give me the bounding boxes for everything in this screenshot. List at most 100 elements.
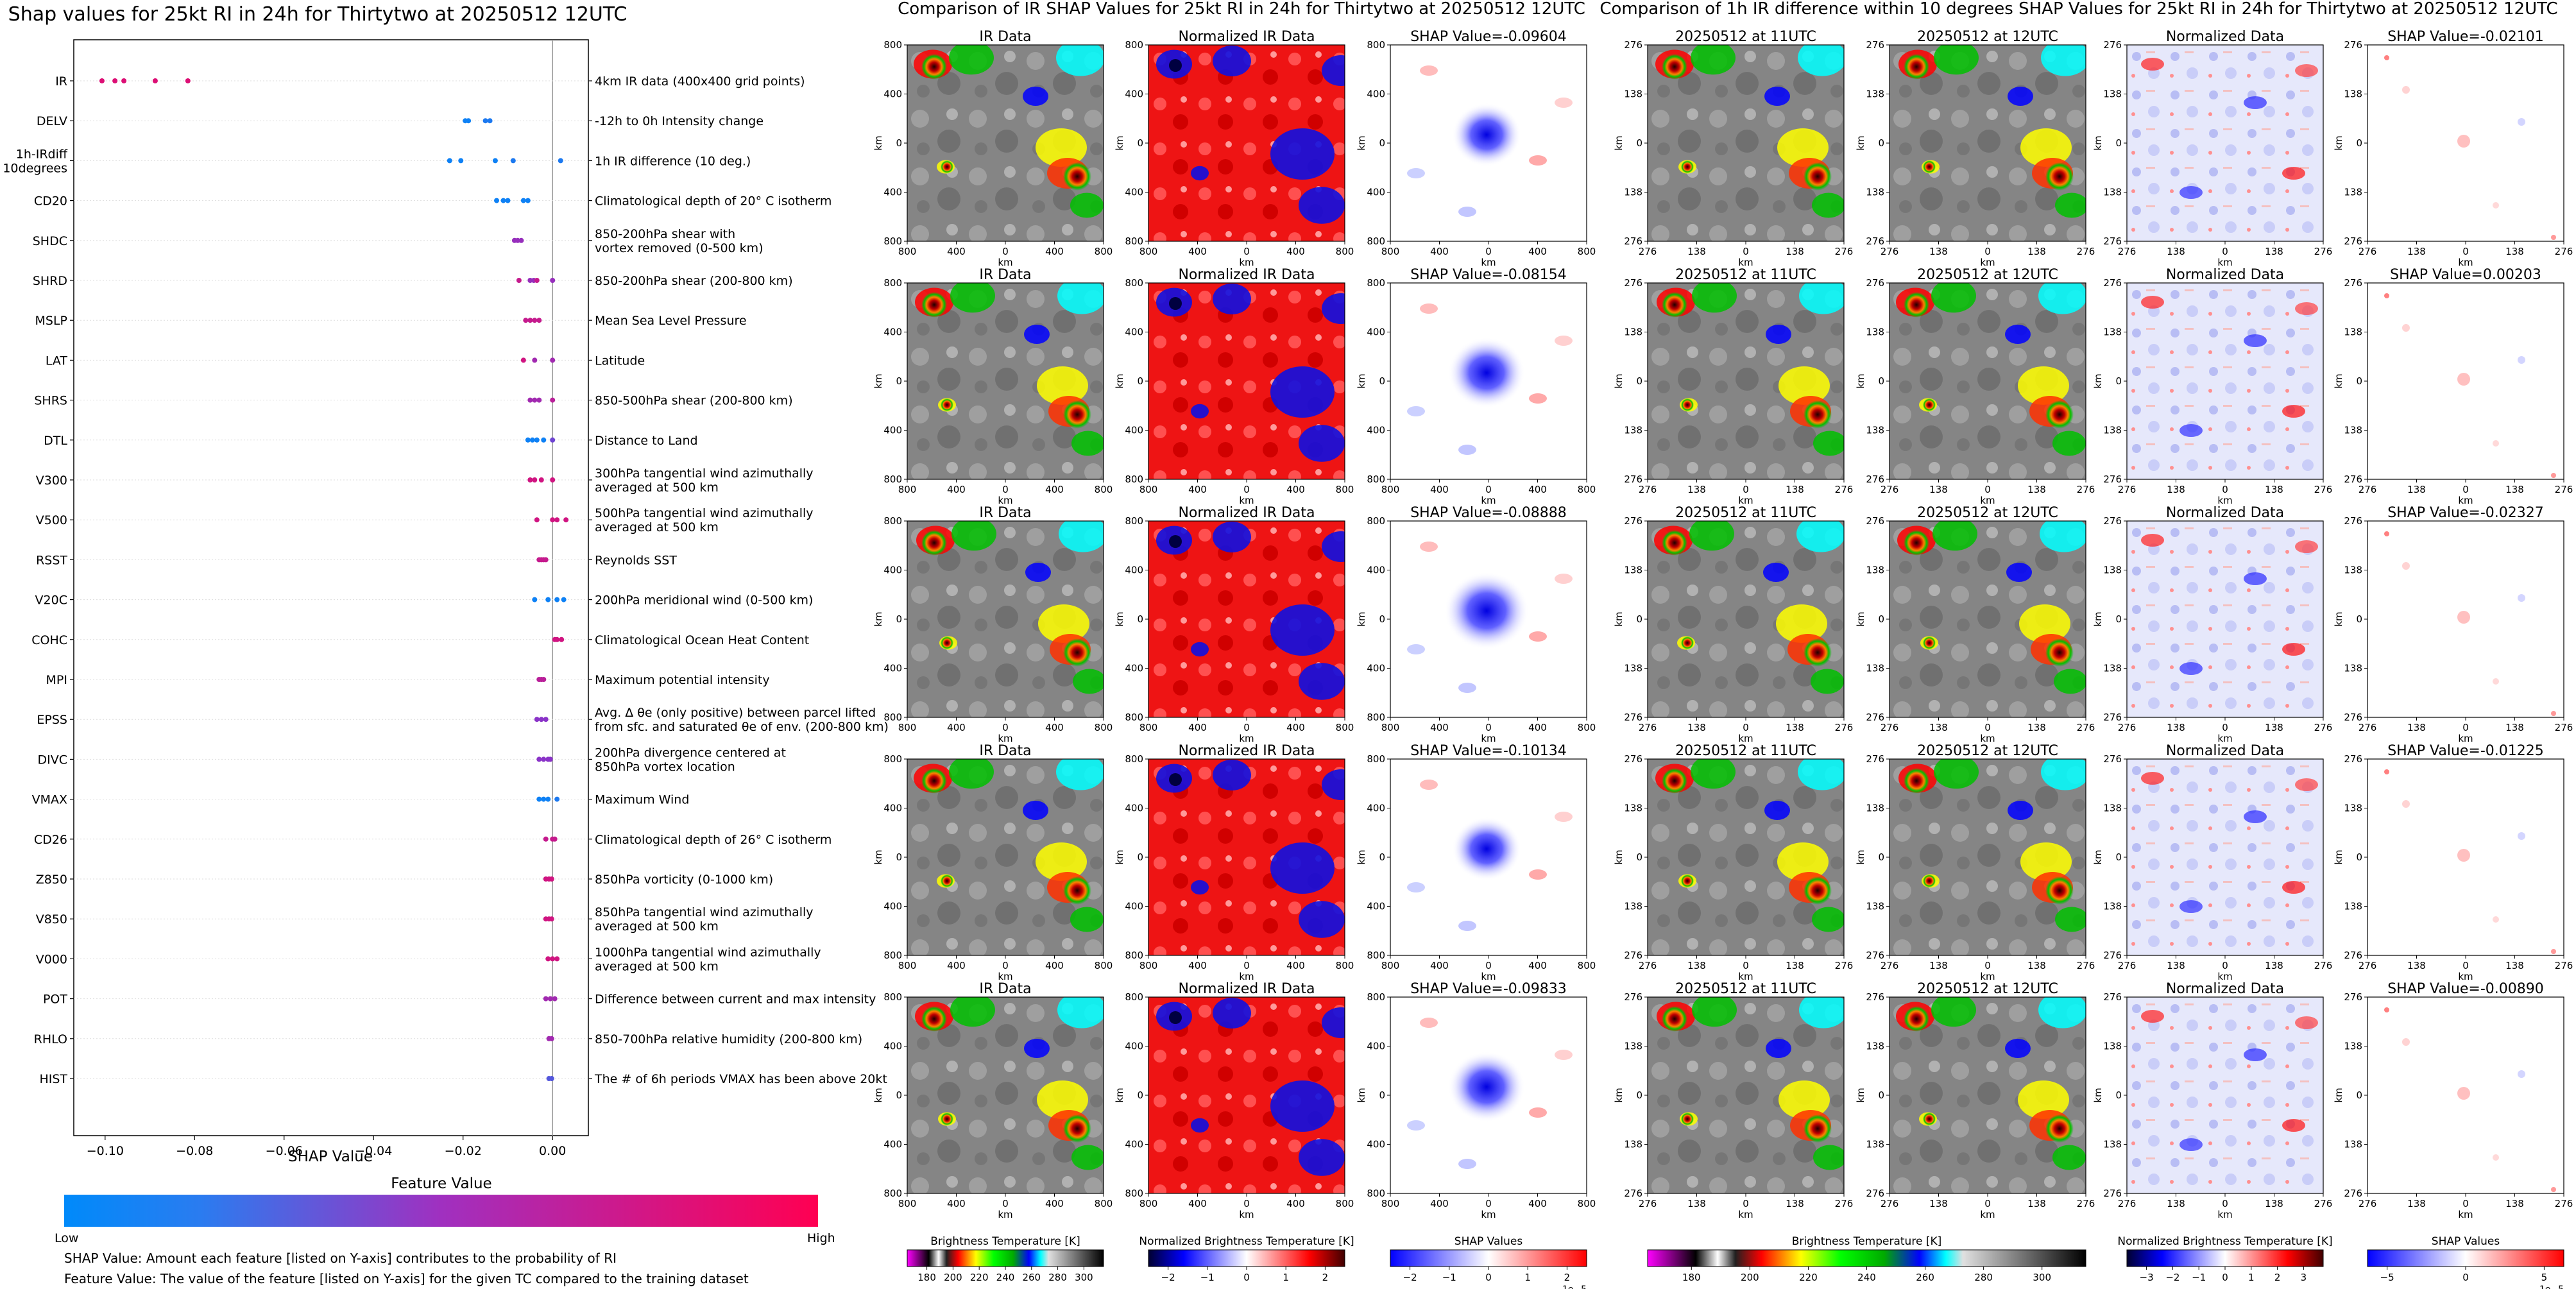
x-tick-label: 138 xyxy=(2027,722,2046,733)
feature-label-cd20: CD20 xyxy=(34,194,67,209)
shap-point xyxy=(527,318,533,323)
x-tick-label: −0.04 xyxy=(355,1144,392,1158)
x-tick-label: 400 xyxy=(1430,246,1449,257)
irdiff-normalized-panel: Normalized Data2762761381380013813827627… xyxy=(2092,981,2332,1220)
feature-label-v300: V300 xyxy=(36,474,67,488)
y-tick-label: 800 xyxy=(1125,712,1143,723)
x-tick-label: 400 xyxy=(1528,484,1547,495)
y-axis-label: km xyxy=(1855,135,1866,150)
x-tick-label: 0 xyxy=(1743,1198,1749,1209)
y-tick-label: 400 xyxy=(1367,187,1385,198)
y-tick-label: 276 xyxy=(1866,474,1884,485)
y-tick-label: 138 xyxy=(1624,1139,1642,1150)
irdiff-comparison-panel: Comparison of 1h IR difference within 10… xyxy=(1599,0,2573,1289)
x-tick-label: 800 xyxy=(1578,722,1596,733)
shap-point xyxy=(458,158,464,164)
y-axis-label: km xyxy=(1855,611,1866,626)
y-tick-label: 138 xyxy=(1624,89,1642,100)
y-axis-label: km xyxy=(1114,373,1125,388)
y-tick-label: 400 xyxy=(1367,89,1385,100)
y-axis-label: km xyxy=(1613,611,1625,626)
feature-label-1h-irdiff-10degrees: 1h-IRdiff 10degrees xyxy=(3,147,68,175)
x-tick-label: 276 xyxy=(1639,484,1657,495)
x-axis-label: km xyxy=(2217,1209,2232,1220)
x-tick-label: 276 xyxy=(1835,722,1854,733)
y-axis-label: km xyxy=(873,611,884,626)
y-tick-label: 800 xyxy=(1125,39,1143,51)
shap-point xyxy=(447,158,452,164)
y-tick-label: 800 xyxy=(883,474,902,485)
shap-point xyxy=(558,158,563,164)
irdiff-11utc-panel: 20250512 at 11UTC27627613813800138138276… xyxy=(1613,743,1853,982)
feature-label-pot: POT xyxy=(43,993,67,1007)
panel-title: 20250512 at 12UTC xyxy=(1917,267,2058,283)
feature-high-label: High xyxy=(807,1231,835,1245)
shap-point xyxy=(534,517,540,523)
y-tick-label: 138 xyxy=(2344,663,2362,674)
y-tick-label: 0 xyxy=(1636,613,1642,625)
colorbar-exponent: 1e−5 xyxy=(1562,1285,1587,1289)
x-tick-label: 276 xyxy=(2358,484,2377,495)
panel-title: 20250512 at 12UTC xyxy=(1917,981,2058,997)
y-tick-label: 0 xyxy=(2356,137,2362,149)
y-tick-label: 276 xyxy=(2103,39,2122,51)
panel-title: IR Data xyxy=(979,505,1031,521)
shap-point xyxy=(527,278,533,283)
x-tick-label: 0 xyxy=(2222,960,2228,971)
feature-label-delv: DELV xyxy=(37,114,67,128)
shap-point xyxy=(547,756,553,762)
y-tick-label: 400 xyxy=(883,1139,902,1150)
x-tick-label: 276 xyxy=(2314,722,2333,733)
y-tick-label: 800 xyxy=(883,235,902,247)
colorbar-tick-label: 280 xyxy=(1048,1272,1067,1283)
x-axis-label: km xyxy=(1980,733,1995,744)
x-tick-label: 138 xyxy=(2505,246,2524,257)
x-tick-label: 276 xyxy=(1881,246,1899,257)
y-tick-label: 400 xyxy=(1125,1139,1143,1150)
y-axis-label: km xyxy=(1356,135,1367,150)
y-tick-label: 400 xyxy=(883,89,902,100)
colorbar-tick-label: 280 xyxy=(1974,1272,1993,1283)
shap-point xyxy=(520,357,526,363)
shap-point xyxy=(534,437,540,443)
panel-title: 20250512 at 11UTC xyxy=(1675,743,1816,759)
x-tick-label: 138 xyxy=(2505,960,2524,971)
y-tick-label: 0 xyxy=(896,1089,902,1101)
y-tick-label: 0 xyxy=(1137,137,1143,149)
ir-shap-panel: SHAP Value=-0.09833800800400400004004008… xyxy=(1356,981,1596,1220)
shap-point xyxy=(525,198,531,203)
x-tick-label: 138 xyxy=(1687,960,1706,971)
x-tick-label: 276 xyxy=(2314,1198,2333,1209)
y-tick-label: 400 xyxy=(1125,327,1143,338)
y-tick-label: 0 xyxy=(896,137,902,149)
shap-point xyxy=(543,836,549,842)
y-tick-label: 0 xyxy=(896,851,902,863)
panel-image xyxy=(2127,997,2323,1193)
colorbar-tick-label: 200 xyxy=(1741,1272,1759,1283)
feature-description: Climatological depth of 20° C isotherm xyxy=(595,194,832,209)
x-tick-label: 0 xyxy=(1485,484,1492,495)
x-tick-label: 138 xyxy=(2027,246,2046,257)
x-tick-label: 800 xyxy=(1381,484,1400,495)
feature-description: Latitude xyxy=(595,354,645,368)
x-tick-label: 400 xyxy=(1188,722,1207,733)
x-tick-label: 276 xyxy=(2555,722,2573,733)
x-tick-label: 276 xyxy=(2077,484,2095,495)
panel-title: Normalized IR Data xyxy=(1178,505,1315,521)
colorbar-label: Brightness Temperature [K] xyxy=(930,1235,1080,1248)
feature-value-label: Feature Value xyxy=(391,1175,491,1192)
shap-point xyxy=(482,118,488,124)
ir-brightness-colorbar: Brightness Temperature [K] 180 200 220 240 26… xyxy=(907,1235,1104,1283)
x-axis-label: km xyxy=(1738,733,1753,744)
x-axis-label: km xyxy=(1239,733,1254,744)
y-tick-label: 138 xyxy=(2344,565,2362,576)
x-tick-label: 800 xyxy=(1578,484,1596,495)
panel-title: Normalized IR Data xyxy=(1178,981,1315,997)
feature-description: Mean Sea Level Pressure xyxy=(595,314,747,328)
panel-title: Normalized Data xyxy=(2166,743,2284,759)
y-tick-label: 0 xyxy=(1878,851,1884,863)
x-tick-label: 276 xyxy=(2118,722,2137,733)
panel-title: SHAP Value=-0.08154 xyxy=(1410,267,1567,283)
